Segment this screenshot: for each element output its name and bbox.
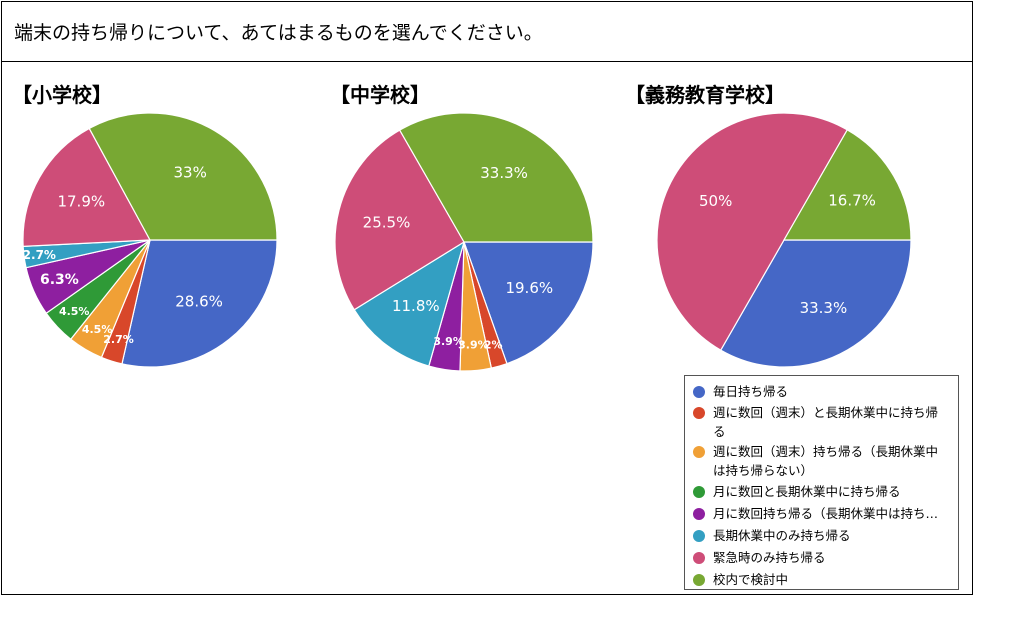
slice-data-label: 17.9% bbox=[57, 193, 105, 211]
header: 端末の持ち帰りについて、あてはまるものを選んでください。 bbox=[2, 2, 972, 62]
slice-data-label: 25.5% bbox=[363, 213, 411, 231]
pie-slice bbox=[121, 239, 278, 368]
legend-label: る bbox=[713, 424, 726, 439]
slice-data-label: 3.9% bbox=[458, 338, 489, 351]
pie-slice bbox=[334, 129, 465, 311]
slice-data-label: 4.5% bbox=[59, 305, 90, 318]
pie-chart-junior-high: 19.6%2%3.9%3.9%11.8%25.5%33.3% bbox=[334, 112, 594, 372]
slice-data-label: 33.3% bbox=[480, 164, 528, 182]
legend-label: 長期休業中のみ持ち帰る bbox=[713, 528, 851, 543]
legend-swatch-icon bbox=[693, 446, 705, 458]
legend-swatch-icon bbox=[693, 574, 705, 586]
pie-slice bbox=[782, 129, 912, 241]
legend-swatch-icon bbox=[693, 508, 705, 520]
legend-label: 毎日持ち帰る bbox=[713, 384, 789, 399]
legend-swatch-icon bbox=[693, 530, 705, 542]
legend-swatch-icon bbox=[693, 486, 705, 498]
slice-data-label: 33% bbox=[174, 163, 207, 181]
legend-label: 週に数回（週末）と長期休業中に持ち帰 bbox=[713, 405, 939, 420]
slice-data-label: 33.3% bbox=[800, 299, 848, 317]
legend-label: 週に数回（週末）持ち帰る（長期休業中 bbox=[713, 444, 939, 459]
slice-data-label: 2.7% bbox=[103, 333, 134, 346]
chart-title-compulsory-school: 【義務教育学校】 bbox=[625, 83, 785, 107]
legend-label: 月に数回と長期休業中に持ち帰る bbox=[713, 484, 901, 499]
pie-slice bbox=[719, 239, 912, 368]
pie-chart-elementary: 28.6%2.7%4.5%4.5%6.3%2.7%17.9%33% bbox=[22, 112, 278, 368]
pie-slice bbox=[88, 112, 278, 241]
slice-data-label: 2.7% bbox=[23, 248, 56, 262]
slice-data-label: 16.7% bbox=[828, 192, 876, 210]
pie-chart-compulsory-school: 33.3% 50% 16.7% bbox=[656, 112, 912, 368]
slice-data-label: 50% bbox=[699, 192, 732, 210]
survey-frame: 端末の持ち帰りについて、あてはまるものを選んでください。 bbox=[1, 1, 973, 595]
legend: 毎日持ち帰る週に数回（週末）と長期休業中に持ち帰る週に数回（週末）持ち帰る（長期… bbox=[684, 375, 959, 590]
slice-data-label: 3.9% bbox=[433, 335, 464, 348]
chart-title-elementary: 【小学校】 bbox=[12, 83, 112, 107]
slice-data-label: 11.8% bbox=[392, 297, 440, 315]
slice-data-label: 19.6% bbox=[505, 279, 553, 297]
legend-swatch-icon bbox=[693, 552, 705, 564]
page-title: 端末の持ち帰りについて、あてはまるものを選んでください。 bbox=[14, 22, 543, 44]
legend-label: 月に数回持ち帰る（長期休業中は持ち… bbox=[713, 506, 939, 521]
slice-data-label: 28.6% bbox=[175, 293, 223, 311]
legend-swatch-icon bbox=[693, 386, 705, 398]
legend-label: は持ち帰らない） bbox=[713, 463, 814, 478]
pie-slice bbox=[22, 127, 151, 247]
pie-slice bbox=[656, 112, 849, 351]
legend-swatch-icon bbox=[693, 407, 705, 419]
slice-data-label: 2% bbox=[484, 339, 503, 352]
legend-label: 緊急時のみ持ち帰る bbox=[713, 550, 826, 565]
chart-title-junior-high: 【中学校】 bbox=[330, 83, 430, 107]
pie-slice bbox=[353, 240, 465, 367]
legend-label: 校内で検討中 bbox=[713, 572, 789, 587]
pie-slice bbox=[398, 112, 594, 243]
slice-data-label: 6.3% bbox=[40, 272, 79, 288]
slice-data-label: 4.5% bbox=[82, 323, 113, 336]
